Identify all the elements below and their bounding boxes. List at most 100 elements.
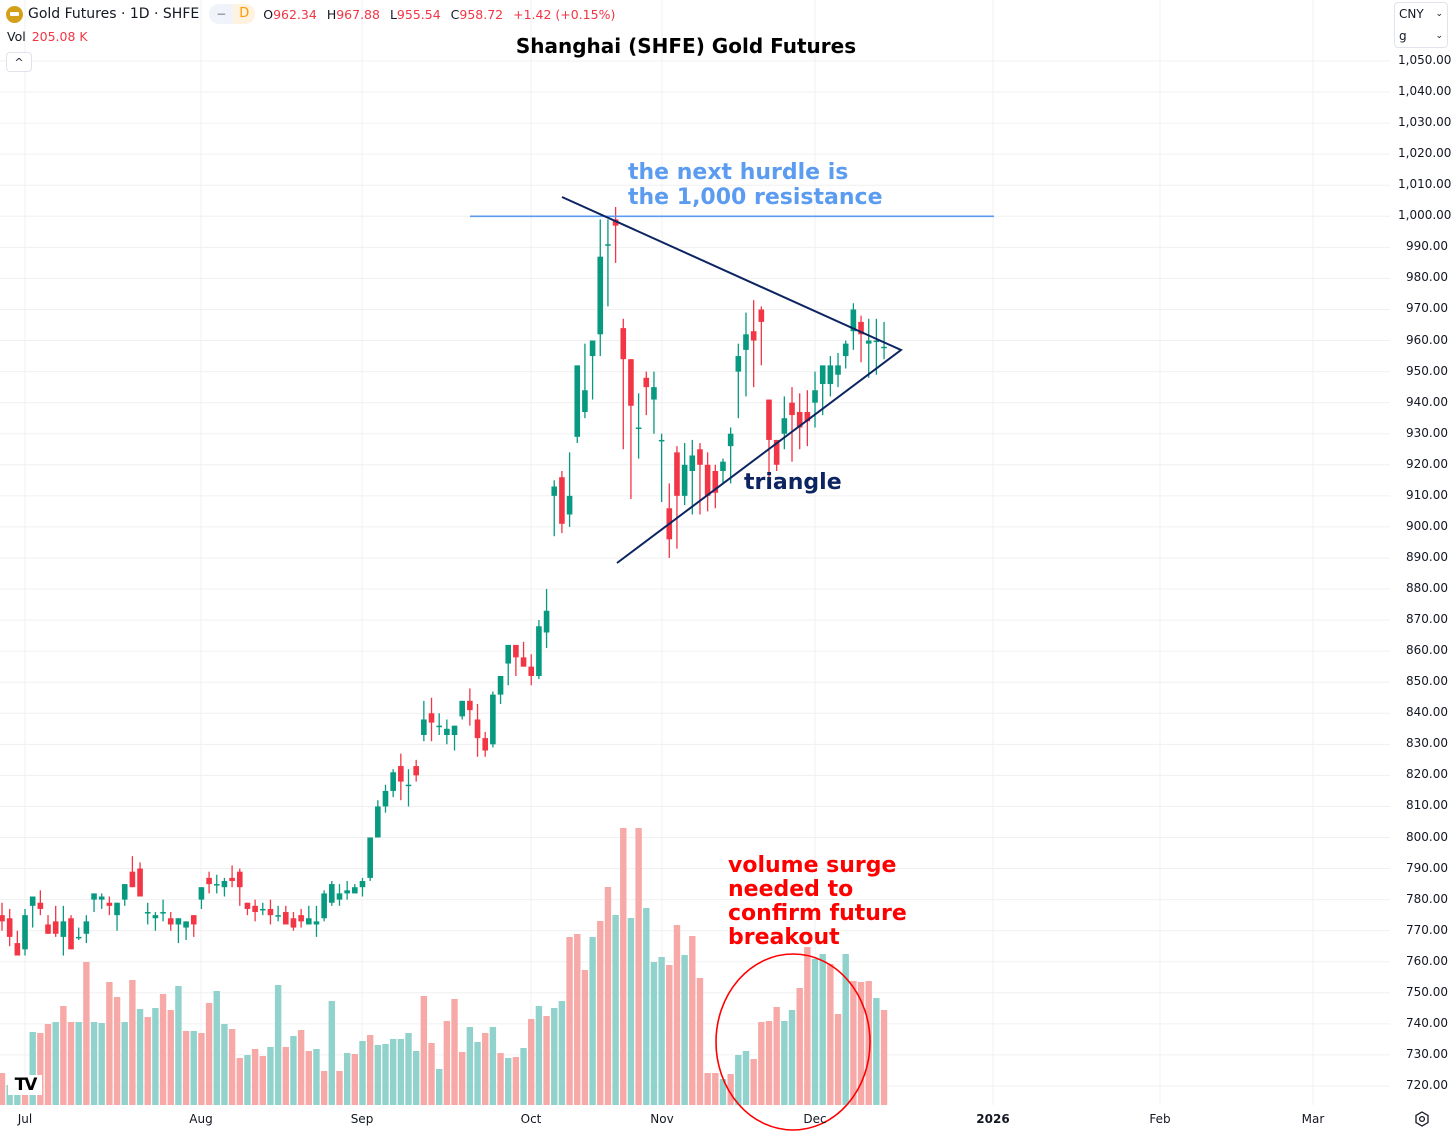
chart-title: Shanghai (SHFE) Gold Futures xyxy=(515,34,857,58)
candle-body xyxy=(106,902,113,906)
volume-bar xyxy=(712,1073,719,1105)
collapse-legend-button[interactable]: ^ xyxy=(6,52,32,72)
ohlc-values: O962.34 H967.88 L955.54 C958.72 +1.42 (+… xyxy=(263,6,616,22)
currency-dropdown[interactable]: CNY ⌄ xyxy=(1399,7,1443,21)
volume-label[interactable]: Vol xyxy=(7,29,26,44)
volume-bar xyxy=(129,980,136,1105)
candle-body xyxy=(444,728,450,736)
volume-bar xyxy=(328,1001,336,1105)
volume-bar xyxy=(566,937,573,1105)
volume-bar xyxy=(827,964,834,1105)
candle-body xyxy=(390,772,396,791)
volume-bar xyxy=(834,1014,842,1105)
triangle-pattern xyxy=(561,196,903,564)
volume-annotation[interactable]: volume surge needed to confirm future br… xyxy=(728,853,907,950)
volume-bar xyxy=(29,1032,36,1105)
gold-symbol-icon xyxy=(6,5,23,23)
time-tick-label: Feb xyxy=(1149,1112,1171,1126)
volume-bar xyxy=(228,1029,236,1105)
minus-icon: − xyxy=(216,7,227,21)
volume-bar xyxy=(750,1059,757,1105)
price-tick-label: 740.00 xyxy=(1406,1015,1448,1030)
time-tick-label: Nov xyxy=(650,1112,674,1126)
unit-dropdown[interactable]: g ⌄ xyxy=(1399,29,1443,43)
candle-body xyxy=(221,880,228,888)
volume-bar xyxy=(389,1039,397,1105)
price-tick-label: 790.00 xyxy=(1406,860,1448,875)
volume-bar xyxy=(773,1007,780,1105)
candle-body xyxy=(689,455,696,471)
price-tick-label: 780.00 xyxy=(1406,891,1448,906)
volume-bar xyxy=(543,1016,550,1105)
resistance-annotation[interactable]: the next hurdle is the 1,000 resistance xyxy=(628,160,883,210)
candle-body xyxy=(474,719,481,739)
volume-bar xyxy=(788,1010,796,1105)
candle-body xyxy=(628,359,634,406)
candle-body xyxy=(359,880,366,888)
volume-bar xyxy=(811,959,819,1105)
volume-bar xyxy=(159,994,167,1105)
candle-body xyxy=(528,666,535,676)
price-tick-label: 1,050.00 xyxy=(1398,53,1452,67)
currency-unit-selector[interactable]: CNY ⌄ g ⌄ xyxy=(1394,2,1448,48)
chevron-up-icon: ^ xyxy=(14,55,24,69)
open-value: 962.34 xyxy=(273,6,317,22)
candle-body xyxy=(259,908,266,911)
settings-gear-icon[interactable] xyxy=(1413,1110,1431,1128)
volume-bar xyxy=(681,955,688,1105)
candle-body xyxy=(635,427,642,430)
candle-body xyxy=(144,912,151,914)
volume-bar xyxy=(21,1085,29,1105)
volume-bar xyxy=(343,1053,351,1105)
tradingview-logo[interactable]: TV xyxy=(8,1075,42,1095)
candle-body xyxy=(766,399,772,440)
candle-body xyxy=(375,806,381,838)
candle-body xyxy=(589,340,596,357)
volume-highlight-circle xyxy=(715,953,871,1131)
candle-body xyxy=(505,644,512,664)
candle-body xyxy=(344,890,350,894)
candle-body xyxy=(298,915,304,922)
candle-body xyxy=(198,887,205,900)
candle-body xyxy=(681,464,688,496)
volume-bar xyxy=(236,1058,243,1105)
candle-body xyxy=(167,918,174,925)
candle-body xyxy=(175,918,182,925)
price-tick-label: 830.00 xyxy=(1406,736,1448,751)
triangle-annotation[interactable]: triangle xyxy=(744,470,842,495)
candle-body xyxy=(720,461,726,471)
price-tick-label: 900.00 xyxy=(1406,518,1448,533)
candle-body xyxy=(620,328,627,360)
price-tick-label: 950.00 xyxy=(1406,363,1448,378)
volume-bar xyxy=(167,1010,174,1105)
volume-bar xyxy=(113,997,121,1105)
volume-bar xyxy=(190,1031,197,1105)
price-tick-label: 860.00 xyxy=(1406,643,1448,658)
volume-bar xyxy=(819,954,826,1105)
candle-body xyxy=(37,902,44,909)
symbol-title[interactable]: Gold Futures · 1D · SHFE xyxy=(28,6,200,22)
candle-body xyxy=(428,713,435,723)
low-value: 955.54 xyxy=(396,6,441,22)
time-tick-label: Sep xyxy=(350,1112,374,1126)
volume-bar xyxy=(865,981,872,1105)
volume-bar xyxy=(90,1022,98,1105)
volume-bar xyxy=(259,1056,266,1105)
chevron-down-icon: ⌄ xyxy=(1435,31,1443,41)
candle-body xyxy=(60,921,67,937)
candle-body xyxy=(98,896,105,900)
interval-badge[interactable]: − D xyxy=(209,4,256,24)
volume-bar xyxy=(6,1085,13,1105)
volume-bar xyxy=(205,1003,213,1105)
candle-body xyxy=(536,626,542,676)
candle-body xyxy=(513,644,519,658)
volume-bar xyxy=(297,1030,305,1105)
volume-bar xyxy=(589,937,596,1105)
candle-body xyxy=(559,477,565,524)
candle-body xyxy=(290,918,297,928)
volume-bar xyxy=(666,965,673,1105)
volume-bar xyxy=(489,1027,497,1105)
volume-bar xyxy=(673,925,681,1105)
candle-body xyxy=(213,884,220,886)
